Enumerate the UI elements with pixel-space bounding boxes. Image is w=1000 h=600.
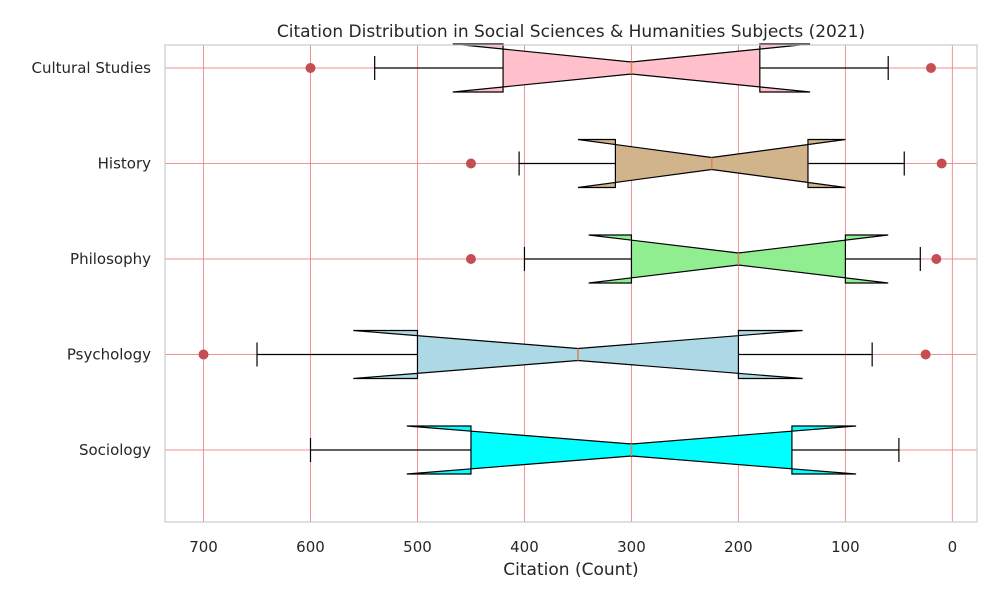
outlier-point (936, 158, 947, 169)
x-tick-label: 0 (948, 538, 958, 556)
outlier-point (931, 254, 942, 264)
tick-labels: 700 600 500 400 300 200 100 0 Sociology Psycholog… (32, 59, 958, 556)
x-tick-label: 500 (403, 538, 432, 556)
y-tick-label: Sociology (79, 441, 151, 459)
box-group (465, 234, 942, 284)
x-tick-label: 700 (189, 538, 218, 556)
outlier-point (920, 349, 931, 360)
x-tick-label: 100 (831, 538, 860, 556)
y-tick-label: History (98, 155, 151, 173)
outlier-point (465, 254, 476, 264)
outlier-point (465, 158, 476, 169)
plot-frame (164, 44, 978, 523)
outlier-point (305, 63, 316, 73)
x-tick-label: 400 (510, 538, 539, 556)
box-series (198, 43, 947, 475)
box-group (309, 425, 900, 475)
box-group (198, 329, 931, 380)
y-tick-label: Cultural Studies (32, 59, 152, 77)
box-group (465, 138, 947, 189)
outlier-point (925, 63, 936, 73)
chart-title: Citation Distribution in Social Sciences… (277, 22, 865, 42)
box-group (305, 43, 936, 93)
x-axis-label: Citation (Count) (503, 560, 638, 580)
y-tick-label: Philosophy (70, 250, 151, 268)
x-tick-label: 200 (724, 538, 753, 556)
outlier-point (198, 349, 209, 360)
x-tick-label: 300 (617, 538, 646, 556)
y-tick-label: Psychology (67, 346, 151, 364)
x-tick-label: 600 (296, 538, 325, 556)
